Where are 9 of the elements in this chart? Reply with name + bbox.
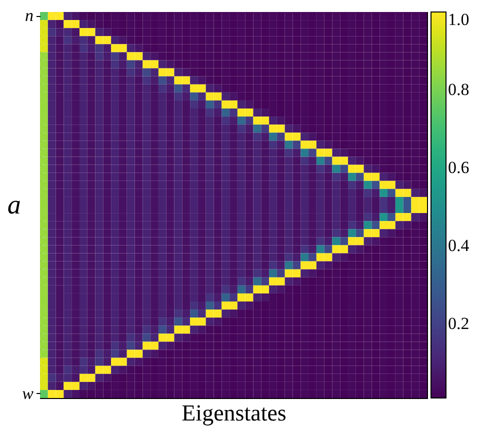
color-bar-label: 0.6 [448,158,470,177]
color-bar-label: 1.0 [448,10,470,29]
color-bar-label: 0.2 [448,314,470,333]
y-axis-title: a [7,190,21,220]
y-tick-label: n [25,6,34,26]
color-bar-label: 0.4 [448,236,470,255]
y-tick-label: w [22,384,34,403]
x-axis-title: Eigenstates [182,400,286,426]
color-bar-label: 0.8 [448,80,470,99]
